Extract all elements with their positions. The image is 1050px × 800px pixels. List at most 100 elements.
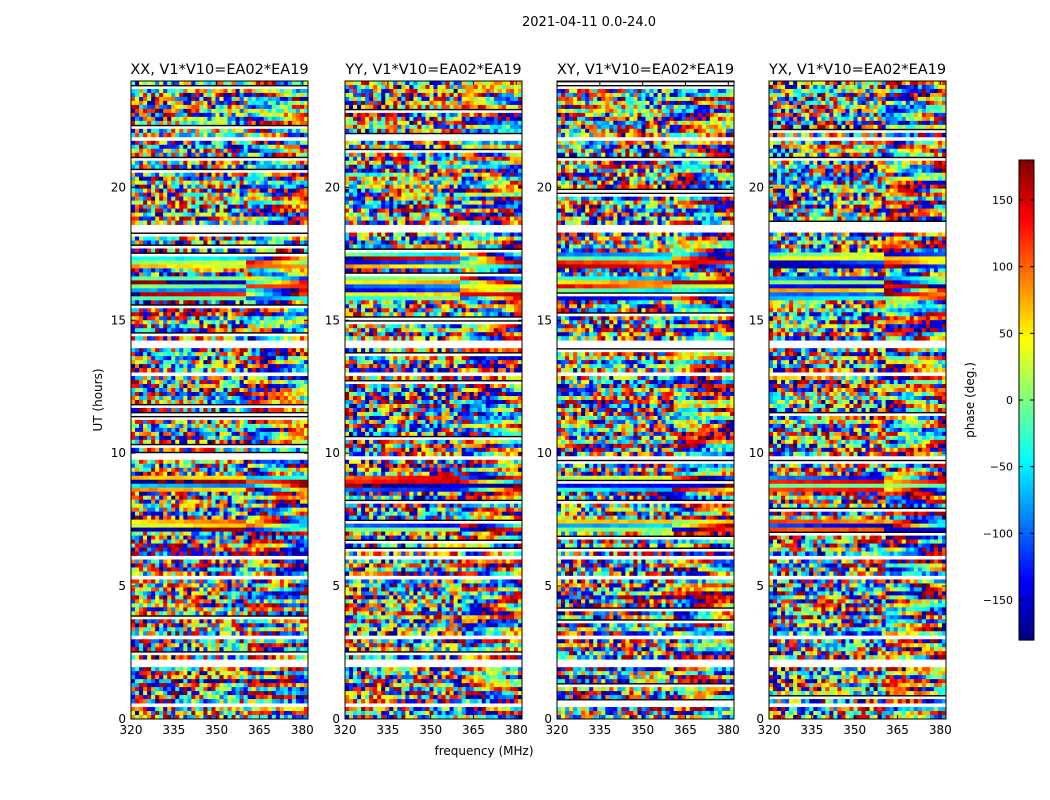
x-tick-label: 320 <box>758 723 781 737</box>
x-tick-label: 365 <box>248 723 271 737</box>
colorbar-swatch <box>1019 364 1034 369</box>
colorbar-swatch <box>1019 448 1034 453</box>
x-tick-label: 335 <box>588 723 611 737</box>
colorbar-swatch <box>1019 484 1034 489</box>
x-tick-label: 350 <box>205 723 228 737</box>
colorbar-swatch <box>1019 392 1034 397</box>
y-tick-label: 20 <box>537 180 552 194</box>
panel-yy: YY, V1*V10=EA02*EA19 320 335 350 365 380 0 5 10 1… <box>325 62 528 737</box>
y-tick-label: 0 <box>118 712 126 726</box>
colorbar-swatch <box>1019 396 1034 401</box>
x-tick-label: 380 <box>929 723 952 737</box>
colorbar-swatch <box>1019 468 1034 473</box>
colorbar-swatch <box>1019 636 1034 641</box>
colorbar-swatch <box>1019 496 1034 501</box>
colorbar-swatch <box>1019 616 1034 621</box>
panel-title: XY, V1*V10=EA02*EA19 <box>557 62 734 78</box>
colorbar-swatch <box>1019 476 1034 481</box>
colorbar-swatch <box>1019 520 1034 525</box>
colorbar-swatch <box>1019 540 1034 545</box>
y-axis-label: UT (hours) <box>91 368 105 431</box>
colorbar-swatch <box>1019 176 1034 181</box>
x-tick-label: 350 <box>631 723 654 737</box>
y-tick-label: 5 <box>332 579 340 593</box>
colorbar-swatch <box>1019 208 1034 213</box>
x-tick-label: 380 <box>717 723 740 737</box>
y-tick-label: 20 <box>749 180 764 194</box>
colorbar-swatch <box>1019 464 1034 469</box>
colorbar-swatch <box>1019 584 1034 589</box>
panel-xx: XX, V1*V10=EA02*EA19 320 335 350 365 380 0 5 10 1… <box>111 62 314 737</box>
colorbar-swatch <box>1019 504 1034 509</box>
colorbar-swatch <box>1019 572 1034 577</box>
colorbar-swatch <box>1019 292 1034 297</box>
x-tick-label: 365 <box>462 723 485 737</box>
x-tick-label: 350 <box>419 723 442 737</box>
y-tick-label: 15 <box>537 313 552 327</box>
colorbar-swatch <box>1019 280 1034 285</box>
colorbar-tick-label: 100 <box>992 261 1013 274</box>
colorbar-swatch <box>1019 288 1034 293</box>
colorbar-swatch <box>1019 324 1034 329</box>
colorbar-swatch <box>1019 628 1034 633</box>
y-tick-label: 20 <box>325 180 340 194</box>
colorbar-swatch <box>1019 220 1034 225</box>
colorbar-swatch <box>1019 404 1034 409</box>
y-tick-label: 20 <box>111 180 126 194</box>
colorbar-swatch <box>1019 352 1034 357</box>
colorbar-tick-label: 50 <box>999 327 1013 340</box>
panel-frame <box>344 80 523 720</box>
panel-yx: YX, V1*V10=EA02*EA19 320 335 350 365 380 0 5 10 1… <box>749 62 952 737</box>
colorbar-swatch <box>1019 400 1034 405</box>
colorbar-swatch <box>1019 240 1034 245</box>
colorbar-swatch <box>1019 384 1034 389</box>
colorbar-swatch <box>1019 192 1034 197</box>
panel-frame <box>130 80 309 720</box>
colorbar-swatch <box>1019 632 1034 637</box>
colorbar-tick-label: −150 <box>983 594 1013 607</box>
colorbar-swatch <box>1019 184 1034 189</box>
colorbar-swatch <box>1019 588 1034 593</box>
colorbar-swatch <box>1019 328 1034 333</box>
colorbar-swatch <box>1019 356 1034 361</box>
colorbar-swatch <box>1019 576 1034 581</box>
colorbar-swatch <box>1019 168 1034 173</box>
colorbar-swatch <box>1019 600 1034 605</box>
x-tick-label: 350 <box>843 723 866 737</box>
colorbar-swatch <box>1019 516 1034 521</box>
colorbar-swatch <box>1019 344 1034 349</box>
y-tick-label: 15 <box>749 313 764 327</box>
colorbar-swatch <box>1019 608 1034 613</box>
y-tick-label: 10 <box>537 446 552 460</box>
colorbar-swatch <box>1019 380 1034 385</box>
colorbar-tick-label: 150 <box>992 194 1013 207</box>
phase-heatmap <box>557 81 734 719</box>
x-tick-label: 320 <box>120 723 143 737</box>
x-tick-label: 380 <box>291 723 314 737</box>
panel-frame <box>768 80 947 720</box>
colorbar-swatch <box>1019 232 1034 237</box>
colorbar-swatch <box>1019 284 1034 289</box>
colorbar-swatch <box>1019 260 1034 265</box>
colorbar-swatch <box>1019 340 1034 345</box>
x-tick-label: 380 <box>505 723 528 737</box>
colorbar-swatch <box>1019 544 1034 549</box>
y-tick-label: 5 <box>544 579 552 593</box>
colorbar-swatch <box>1019 188 1034 193</box>
colorbar-swatch <box>1019 452 1034 457</box>
panel-title: XX, V1*V10=EA02*EA19 <box>130 62 308 78</box>
y-tick-label: 10 <box>111 446 126 460</box>
x-tick-label: 335 <box>162 723 185 737</box>
colorbar-swatch <box>1019 432 1034 437</box>
x-tick-label: 320 <box>546 723 569 737</box>
colorbar-swatch <box>1019 456 1034 461</box>
colorbar-swatch <box>1019 196 1034 201</box>
colorbar-swatch <box>1019 376 1034 381</box>
colorbar-swatch <box>1019 388 1034 393</box>
y-tick-label: 10 <box>749 446 764 460</box>
colorbar-swatch <box>1019 264 1034 269</box>
colorbar-swatch <box>1019 312 1034 317</box>
colorbar-tick-label: 0 <box>1006 394 1013 407</box>
colorbar-swatch <box>1019 332 1034 337</box>
colorbar-swatch <box>1019 508 1034 513</box>
